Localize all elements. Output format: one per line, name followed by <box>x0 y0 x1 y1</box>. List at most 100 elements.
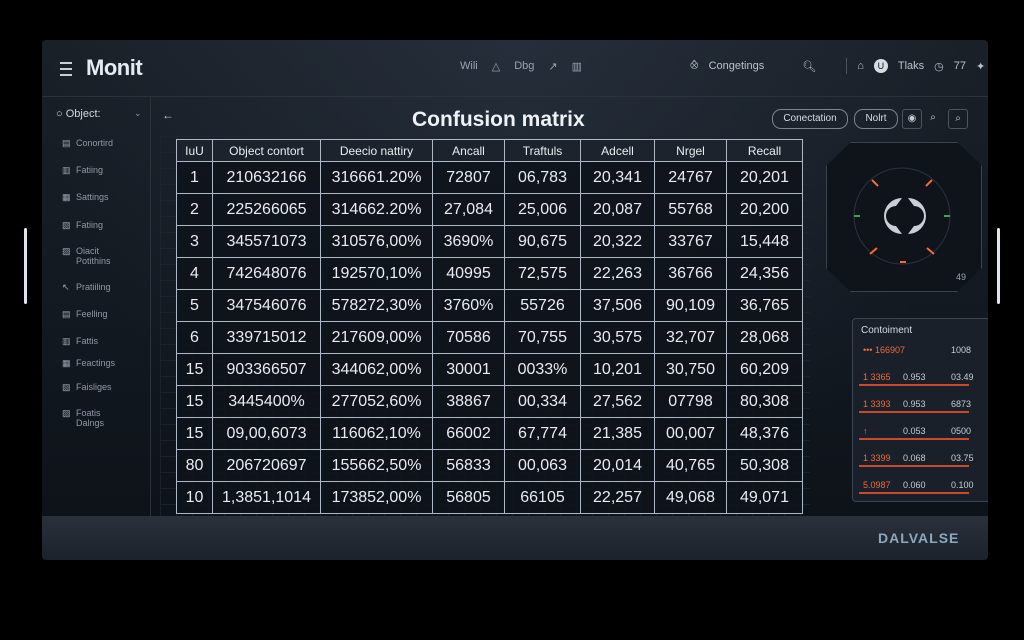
table-cell: 00,334 <box>504 385 581 418</box>
admin-button[interactable]: Nolrt <box>854 109 898 129</box>
table-cell: 36766 <box>654 257 727 290</box>
table-cell: 316661.20% <box>320 161 433 194</box>
circle-icon: ○ <box>56 108 63 120</box>
panel-value-c: 03.75 <box>951 453 974 463</box>
page-title: Confusion matrix <box>412 108 585 131</box>
panel-value-c: 03.49 <box>951 372 974 382</box>
panel-row-bar <box>859 411 969 413</box>
brand-watermark: DALVALSE <box>878 530 960 546</box>
triangle-icon[interactable]: △ <box>491 61 501 73</box>
column-header[interactable]: Object contort <box>212 139 321 162</box>
table-row: 2 225266065 314662.20% 27,084 25,006 20,087 55… <box>176 193 803 226</box>
panel-row-bar <box>859 384 969 386</box>
column-header[interactable]: Deecio nattiry <box>320 139 433 162</box>
left-edge-handle <box>24 228 27 304</box>
table-cell: 20,200 <box>726 193 803 226</box>
table-cell: 2 <box>176 193 213 226</box>
table-cell: 20,341 <box>580 161 655 194</box>
toolbar-item-1[interactable]: Wili <box>460 60 478 72</box>
dial-frame <box>826 142 982 292</box>
panel-value-c: 1008 <box>951 345 972 355</box>
panel-row-bar <box>859 492 969 494</box>
pen-icon[interactable]: ↗ <box>548 61 558 73</box>
table-cell: 5 <box>176 289 213 322</box>
table-cell: 72,575 <box>504 257 581 290</box>
table-cell: 347546076 <box>212 289 321 322</box>
table-cell: 3690% <box>432 225 505 258</box>
table-cell: 36,765 <box>726 289 803 322</box>
back-arrow-icon[interactable]: ← <box>162 108 174 122</box>
panel-value-a: ↑ <box>863 426 868 436</box>
panel-value-b: 0.053 <box>903 426 926 436</box>
pin-icon[interactable]: ◉ <box>902 109 922 129</box>
column-header[interactable]: Adcell <box>580 139 655 162</box>
table-cell: 30,575 <box>580 321 655 354</box>
dial-corner-label: 49 <box>956 272 967 282</box>
table-cell: 40995 <box>432 257 505 290</box>
panel-value-b: 0.953 <box>903 399 926 409</box>
sidebar-item-label: Foatis <box>76 408 101 418</box>
table-cell: 55726 <box>504 289 581 322</box>
table-cell: 40,765 <box>654 449 727 482</box>
user-label[interactable]: Tlaks <box>897 60 925 72</box>
column-header[interactable]: Nrgel <box>654 139 727 162</box>
list-icon: ▥ <box>62 336 71 346</box>
table-cell: 66105 <box>504 481 581 514</box>
main-content: ← Confusion matrix Conectation Nolrt ◉ ⌕… <box>150 96 988 516</box>
sidebar-item-label: Oiacit <box>76 246 100 256</box>
table-cell: 173852,00% <box>320 481 433 514</box>
folder-icon: ▤ <box>62 309 71 319</box>
sidebar-header[interactable]: ○ Object: ⌄ <box>56 108 142 120</box>
column-header[interactable]: Ancall <box>432 139 505 162</box>
table-row: 5 347546076 578272,30% 3760% 55726 37,506 90,1… <box>176 289 803 322</box>
panel-row-bar <box>859 465 969 467</box>
counter-label: 77 <box>953 60 966 72</box>
table-cell: 00,063 <box>504 449 581 482</box>
table-cell: 30001 <box>432 353 505 386</box>
sidebar-item-label: Feactings <box>76 358 116 368</box>
column-header[interactable]: Traftuls <box>504 139 581 162</box>
search-icon[interactable]: ⌕ <box>930 112 936 123</box>
table-row: 4 742648076 192570,10% 40995 72,575 22,263 367… <box>176 257 803 290</box>
table-cell: 90,675 <box>504 225 581 258</box>
wifi-icon: ⨶ <box>690 59 699 72</box>
column-header[interactable]: IuU <box>176 139 213 162</box>
table-cell: 20,014 <box>580 449 655 482</box>
settings-icon[interactable]: ✦ <box>975 60 986 73</box>
table-cell: 24,356 <box>726 257 803 290</box>
table-cell: 277052,60% <box>320 385 433 418</box>
table-cell: 21,385 <box>580 417 655 450</box>
table-cell: 225266065 <box>212 193 321 226</box>
table-cell: 37,506 <box>580 289 655 322</box>
connection-button[interactable]: Conectation <box>772 109 848 129</box>
avatar[interactable]: U <box>873 59 888 73</box>
home-icon[interactable]: ⌂ <box>857 60 864 72</box>
sidebar-item-label: Feelling <box>76 309 108 319</box>
sidebar-item-label: Sattings <box>76 192 109 202</box>
table-cell: 28,068 <box>726 321 803 354</box>
panel-value-a: ••• 166907 <box>863 345 905 355</box>
connect-label[interactable]: Congetings <box>708 60 765 72</box>
table-cell: 07798 <box>654 385 727 418</box>
table-cell: 56833 <box>432 449 505 482</box>
table-cell: 50,308 <box>726 449 803 482</box>
table-cell: 09,00,6073 <box>212 417 321 450</box>
table-row: 15 903366507 344062,00% 30001 0033% 10,201 30,… <box>176 353 803 386</box>
column-header[interactable]: Recall <box>726 139 803 162</box>
panel-value-c: 0500 <box>951 426 972 436</box>
search-icon[interactable]: 🔍︎ <box>802 60 817 73</box>
table-cell: 903366507 <box>212 353 321 386</box>
table-row: 10 1,3851,1014 173852,00% 56805 66105 22,257 4… <box>176 481 803 514</box>
gauge-tick <box>925 179 933 187</box>
table-cell: 15,448 <box>726 225 803 258</box>
table-cell: 22,263 <box>580 257 655 290</box>
table-row: 6 339715012 217609,00% 70586 70,755 30,575 32,… <box>176 321 803 354</box>
side-panel: Contoiment ••• 166907 1008 1 3365 0.953 03.4… <box>852 318 988 502</box>
search-icon[interactable]: ⌕ <box>948 109 968 129</box>
chevron-down-icon[interactable]: ⌄ <box>134 108 142 118</box>
app-logo: Monit <box>86 55 143 80</box>
grid-icon[interactable]: ▥ <box>571 61 582 73</box>
menu-icon[interactable] <box>60 62 72 76</box>
toolbar-item-3[interactable]: Dbg <box>514 60 535 72</box>
table-cell: 4 <box>176 257 213 290</box>
